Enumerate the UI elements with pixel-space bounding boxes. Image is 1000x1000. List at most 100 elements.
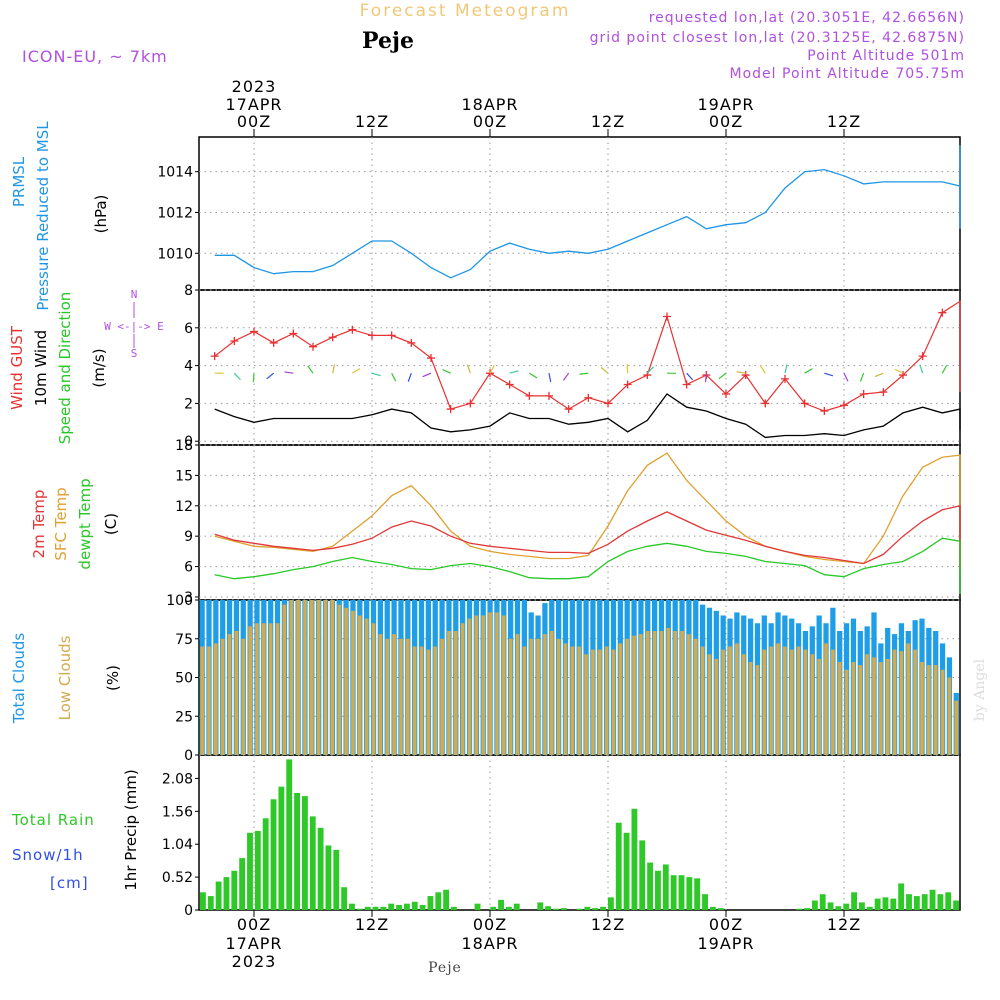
wind-direction-arrow [843,372,849,382]
low-cloud-bar [933,665,938,755]
wind-labels: Wind GUST 10m Wind Speed and Direction (… [8,288,164,444]
low-cloud-bar [570,646,575,755]
gust-marker [663,312,671,321]
y-tick-label: 0 [184,903,193,919]
low-cloud-bar [741,654,746,755]
y-tick-label: 50 [175,671,193,687]
rain-label: Total Rain [11,811,95,829]
low-cloud-bar [515,634,520,755]
low-cloud-bar [501,615,506,755]
clouds-unit: (%) [104,665,122,691]
low-cloud-bar [282,604,287,755]
wind-direction-arrow [548,373,552,383]
low-cloud-bar [275,623,280,755]
wind-direction-arrow [407,372,412,382]
gust-marker [781,374,789,383]
precip-bar [874,898,881,910]
y-tick-label: 12 [175,499,193,515]
y-tick-label: 15 [175,468,193,484]
gust-marker [309,342,317,351]
y-tick-label: 0 [184,434,193,450]
gust-marker [840,401,848,410]
low-cloud-bar [947,677,952,755]
wind-direction-arrow [332,364,336,374]
y-tick-label: 3 [184,590,193,606]
precip-bar [239,858,246,910]
precip-bar [309,816,316,910]
precip-bar [906,894,912,910]
precip-bar [537,902,544,910]
date-label-bottom: 17APR [225,934,282,953]
x-tick-label-bottom: 00Z [709,915,743,934]
precip-bar [576,908,583,910]
low-cloud-bar [234,631,239,755]
low-cloud-bar [625,638,630,755]
low-cloud-bar [666,627,671,755]
y-tick-label: 18 [175,438,193,454]
wind-direction-arrow [371,372,381,377]
y-tick-label: 0.52 [162,870,193,886]
y-tick-label: 1014 [157,165,193,181]
low-cloud-bar [591,649,595,755]
precip-bar [451,906,457,910]
precip-bar [835,906,842,910]
wind-direction-arrow [874,372,884,378]
wind-direction-arrow [422,372,432,378]
precip-bar [498,899,504,910]
panel-frame [198,444,961,601]
wind-direction-arrow [233,372,241,381]
low-cloud-bar [426,649,431,755]
low-cloud-bar [940,669,945,755]
date-label-bottom: 19APR [697,934,754,953]
low-cloud-bar [844,669,849,755]
low-cloud-bar [954,700,959,755]
low-cloud-bar [556,638,561,755]
low-cloud-bar [261,623,266,755]
precip-bar [325,845,332,910]
gust-marker [623,380,632,389]
precip-bar [333,849,340,910]
low-cloud-bar [474,615,479,755]
precip-bar [662,864,669,910]
low-cloud-bar [241,638,246,755]
gust-marker [368,331,376,340]
wind-direction-arrow [919,364,924,374]
low-cloud-bar [796,646,801,755]
gust-marker [643,371,652,380]
low-cloud-bar [824,643,828,755]
x-tick-label-top: 12Z [591,112,625,131]
low-cloud-bar [453,631,458,755]
precip-bar [717,908,724,910]
x-tick-label-top: 00Z [237,112,271,131]
precip-bar [231,870,238,910]
precip-bar [380,906,387,910]
precip-bar [686,877,693,910]
low-cloud-bar [597,649,602,755]
wind-direction-arrow [562,372,570,381]
x-tick-label-bottom: 12Z [827,915,861,934]
low-cloud-bar [639,634,643,755]
pressure-unit: (hPa) [92,195,110,234]
low-clouds-label: Low Clouds [56,635,74,720]
low-cloud-bar [536,638,540,755]
wind-direction-arrow [352,368,361,374]
gust-marker [682,380,691,389]
precip-bar [694,878,701,910]
low-cloud-bar [467,618,472,755]
precip-unit: 1hr Precip (mm) [122,769,140,890]
low-cloud-bar [385,638,390,755]
precip-bar [655,870,661,910]
low-cloud-bar [549,631,554,755]
precip-bar [623,832,630,910]
compass-n: N [131,288,138,301]
precip-bar [396,904,402,910]
low-cloud-bar [529,638,534,755]
low-cloud-bar [899,651,904,755]
year-label-top: 2023 [232,77,277,96]
precip-bar [913,896,920,910]
dewpoint-line [214,537,961,594]
low-cloud-bar [837,662,842,755]
temperature-labels: 2m Temp SFC Temp dewpt Temp (C) [30,478,120,569]
low-cloud-bar [872,657,876,755]
wind-direction-arrow [704,373,707,383]
